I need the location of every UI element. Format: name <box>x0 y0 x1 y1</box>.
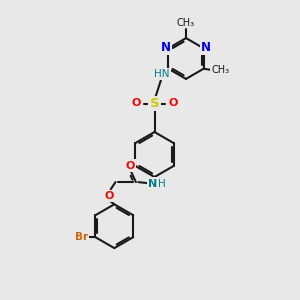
Text: N: N <box>201 41 211 54</box>
Text: H: H <box>158 178 166 189</box>
Text: N: N <box>148 178 158 189</box>
Text: O: O <box>131 98 141 109</box>
Text: S: S <box>150 97 159 110</box>
Text: CH₃: CH₃ <box>211 65 229 75</box>
Text: O: O <box>168 98 178 109</box>
Text: O: O <box>104 191 114 201</box>
Text: O: O <box>126 160 135 171</box>
Text: HN: HN <box>154 69 170 79</box>
Text: N: N <box>161 41 171 54</box>
Text: Br: Br <box>75 232 88 242</box>
Text: CH₃: CH₃ <box>177 17 195 28</box>
